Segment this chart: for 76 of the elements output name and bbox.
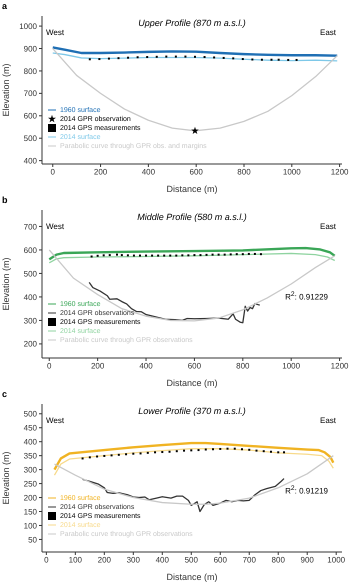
x-tick-label: 1000: [282, 362, 301, 371]
y-tick-label: 500: [24, 269, 38, 278]
annotation: West: [46, 222, 64, 231]
x-tick-label: 1000: [282, 168, 302, 177]
y-tick-label: 500: [24, 134, 38, 144]
x-tick-label: 700: [242, 556, 256, 565]
x-tick-label: 200: [94, 168, 108, 177]
y-tick-label: 150: [24, 507, 38, 516]
line-series: [54, 448, 334, 476]
x-tick-label: 300: [126, 556, 141, 565]
x-tick-label: 900: [300, 556, 314, 565]
annotation: West: [46, 28, 64, 37]
y-tick-label: 900: [24, 44, 38, 54]
x-tick-label: 200: [98, 556, 112, 565]
chart-title: Lower Profile (370 m a.s.l.): [137, 406, 247, 416]
line-series: [54, 455, 334, 505]
y-tick-label: 500: [24, 410, 38, 419]
y-tick-label: 200: [24, 493, 38, 502]
text: c: [2, 389, 8, 399]
x-tick-label: 0: [44, 556, 50, 565]
y-tick-label: 300: [24, 465, 38, 474]
annotation: West: [46, 416, 64, 425]
y-tick-label: 250: [24, 479, 38, 488]
x-tick-label: 600: [188, 362, 202, 371]
x-tick-label: 200: [90, 362, 105, 371]
x-axis-title: Distance (m): [166, 572, 218, 582]
x-tick-label: 400: [142, 168, 156, 177]
annotation: East: [320, 222, 336, 231]
y-tick-label: 700: [24, 89, 38, 98]
y-tick-label: 350: [24, 452, 38, 460]
y-tick-label: 200: [24, 340, 38, 349]
annotation: R$^{2}$: 0.91219: [285, 485, 328, 496]
line-series: [52, 46, 338, 57]
y-axis-title: Elevation (m): [1, 451, 12, 505]
text: a: [2, 1, 8, 11]
annotation: R$^{2}$: 0.91229: [285, 291, 328, 302]
x-tick-label: 0: [47, 362, 52, 371]
y-axis-title: Elevation (m): [1, 257, 12, 311]
point: [191, 126, 199, 134]
y-tick-label: 1000: [19, 22, 38, 31]
y-tick-label: 600: [24, 246, 38, 255]
line-series: [48, 252, 336, 264]
y-tick-label: 300: [24, 316, 38, 326]
y-tick-label: 50: [28, 535, 38, 544]
y-axis-title: Elevation (m): [1, 63, 12, 117]
annotation: East: [320, 28, 336, 37]
x-tick-label: 1000: [327, 556, 346, 565]
x-tick-label: 0: [50, 168, 56, 177]
x-tick-label: 800: [236, 362, 250, 371]
x-tick-label: 800: [272, 556, 286, 565]
x-tick-label: 500: [184, 556, 198, 565]
line-series: [52, 52, 338, 62]
y-tick-label: 600: [24, 112, 38, 121]
y-tick-label: 400: [24, 156, 38, 166]
x-tick-label: 400: [156, 556, 170, 565]
y-tick-label: 800: [24, 66, 38, 76]
x-tick-label: 100: [68, 556, 83, 565]
chart-title: Middle Profile (580 m a.s.l.): [136, 212, 248, 222]
x-tick-label: 400: [139, 362, 154, 371]
y-tick-label: 400: [24, 292, 38, 302]
y-tick-label: 400: [24, 438, 38, 447]
y-tick-label: 450: [24, 424, 38, 433]
y-tick-label: 700: [24, 222, 38, 232]
line-series: [53, 442, 335, 471]
chart-title: Upper Profile (870 m a.s.l.): [137, 18, 247, 28]
annotation: East: [320, 416, 336, 425]
x-tick-label: 1200: [330, 362, 350, 371]
x-tick-label: 600: [190, 168, 204, 177]
x-tick-label: 600: [214, 556, 228, 565]
x-tick-label: 800: [237, 168, 252, 177]
y-tick-label: 100: [24, 521, 38, 530]
x-axis-title: Distance (m): [166, 184, 218, 194]
line-series: [48, 246, 336, 261]
text: b: [2, 195, 8, 205]
x-axis-title: Distance (m): [166, 378, 218, 388]
x-tick-label: 1200: [330, 168, 350, 177]
